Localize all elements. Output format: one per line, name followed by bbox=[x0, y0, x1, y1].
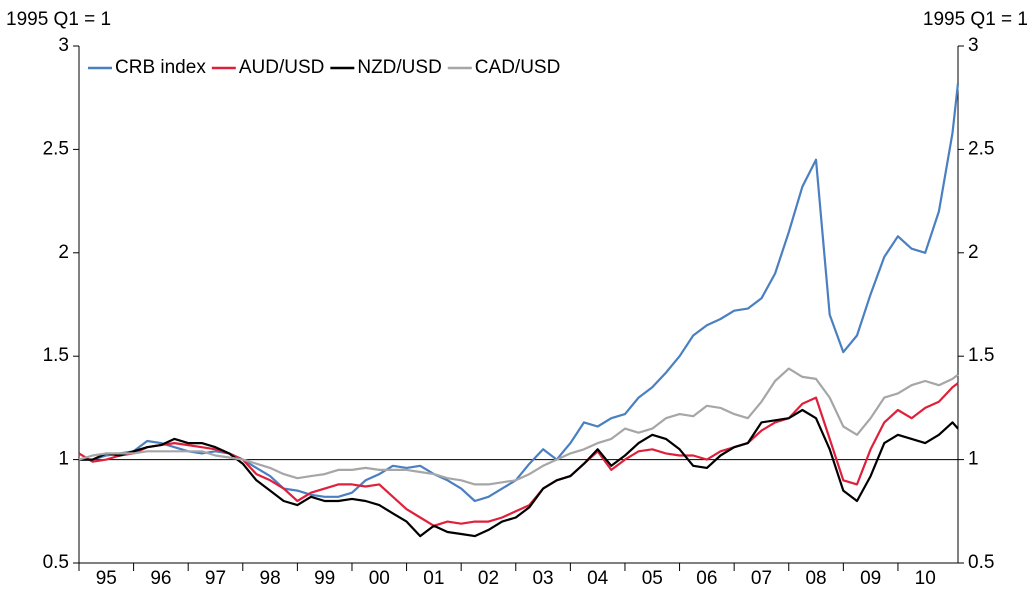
y2-tick-label: 1 bbox=[968, 449, 979, 470]
series-line bbox=[78, 367, 959, 486]
y-tick-label: 2 bbox=[58, 242, 69, 263]
legend-label: CRB index bbox=[115, 57, 206, 78]
x-tick-label: 10 bbox=[915, 568, 936, 589]
x-tick-label: 05 bbox=[642, 568, 663, 589]
x-tick-label: 09 bbox=[860, 568, 881, 589]
x-tick-label: 98 bbox=[260, 568, 281, 589]
y2-tick-label: 3 bbox=[968, 35, 979, 56]
x-tick-label: 06 bbox=[696, 568, 717, 589]
series-line bbox=[79, 408, 959, 538]
y-tick-label: 3 bbox=[58, 35, 69, 56]
series-line bbox=[79, 83, 960, 503]
legend-label: AUD/USD bbox=[239, 57, 325, 78]
x-tick-label: 96 bbox=[150, 568, 171, 589]
y-tick-label: 1 bbox=[58, 449, 69, 470]
x-tick-label: 03 bbox=[532, 568, 553, 589]
y2-tick-label: 2 bbox=[968, 242, 979, 263]
y-tick-label: 0.5 bbox=[43, 552, 69, 573]
x-tick-label: 95 bbox=[96, 568, 117, 589]
y2-tick-label: 1.5 bbox=[968, 345, 994, 366]
x-tick-label: 08 bbox=[805, 568, 826, 589]
y-axis-title: 1995 Q1 = 1 bbox=[6, 9, 111, 30]
legend-label: CAD/USD bbox=[475, 57, 561, 78]
x-tick-label: 97 bbox=[205, 568, 226, 589]
x-tick-label: 02 bbox=[478, 568, 499, 589]
x-tick-label: 04 bbox=[587, 568, 609, 589]
x-tick-label: 07 bbox=[751, 568, 772, 589]
x-tick-label: 01 bbox=[423, 568, 444, 589]
y-tick-label: 1.5 bbox=[43, 345, 69, 366]
x-tick-label: 99 bbox=[314, 568, 335, 589]
legend-label: NZD/USD bbox=[357, 57, 441, 78]
y2-axis-title: 1995 Q1 = 1 bbox=[923, 9, 1028, 30]
y2-tick-label: 2.5 bbox=[968, 138, 994, 159]
y-tick-label: 2.5 bbox=[43, 138, 69, 159]
x-tick-label: 00 bbox=[369, 568, 390, 589]
y2-tick-label: 0.5 bbox=[968, 552, 994, 573]
